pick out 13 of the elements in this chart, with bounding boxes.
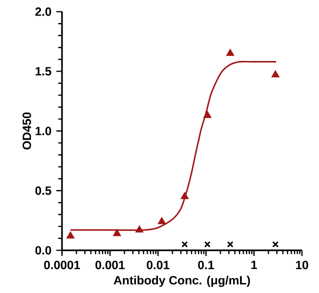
- y-tick-label: 1.0: [36, 126, 52, 136]
- x-tick-label: 0.01: [146, 260, 170, 270]
- x-tick-label: 0.0001: [44, 260, 80, 270]
- y-tick-label: 0.0: [35, 246, 52, 255]
- y-tick-label: 2.0: [35, 7, 52, 16]
- x-tick-label: 0.1: [198, 260, 214, 270]
- y-tick-label: 1.5: [36, 67, 52, 76]
- x-tick-label: 1: [251, 260, 257, 269]
- y-axis-title: OD450: [22, 112, 32, 150]
- x-axis-title: Antibody Conc. (μg/mL): [114, 276, 250, 287]
- y-tick-label: 0.5: [35, 186, 52, 195]
- x-tick-label: 0.001: [95, 260, 125, 270]
- x-tick-label: 10: [296, 260, 308, 270]
